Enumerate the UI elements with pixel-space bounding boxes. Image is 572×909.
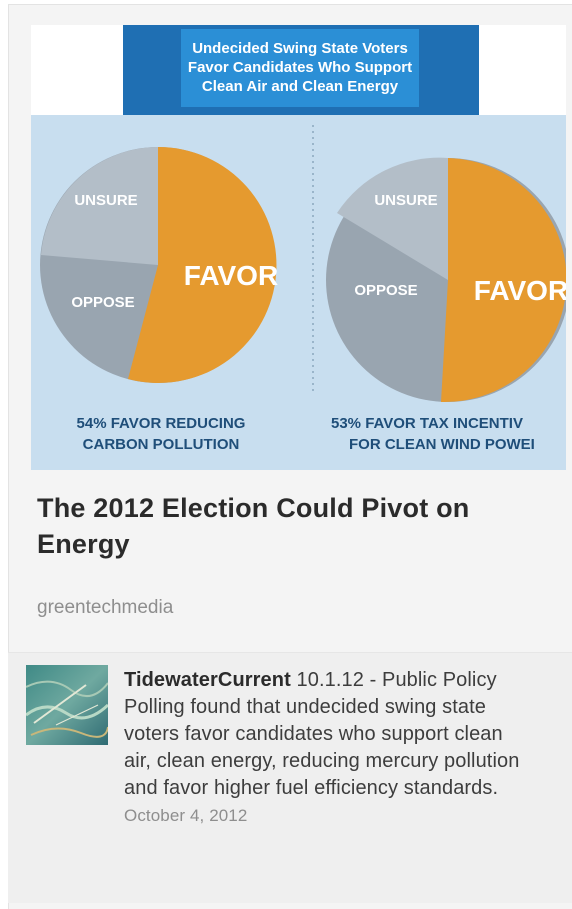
right-pie-oppose-label: OPPOSE [354,282,417,299]
avatar-image [26,665,108,745]
pin-image[interactable]: Undecided Swing State Voters Favor Candi… [31,25,566,470]
left-pie-favor-label: FAVOR [184,260,278,291]
right-pie-unsure [337,157,448,280]
right-pie-favor-label: FAVOR [474,275,566,306]
left-caption-line-1: 54% FAVOR REDUCING [77,415,246,432]
comment-username[interactable]: TidewaterCurrent [124,669,291,691]
pin-source[interactable]: greentechmedia [37,597,174,618]
right-caption-line-1: 53% FAVOR TAX INCENTIV [331,415,523,432]
left-pie-unsure [41,147,158,265]
left-pie-chart: FAVOR UNSURE OPPOSE [40,146,278,383]
banner-line-1: Undecided Swing State Voters [192,40,408,57]
right-pie-unsure-label: UNSURE [374,192,437,209]
avatar[interactable] [26,665,108,745]
left-caption-line-2: CARBON POLLUTION [83,436,240,453]
banner-line-3: Clean Air and Clean Energy [202,78,399,95]
right-caption-line-2: FOR CLEAN WIND POWEI [349,436,535,453]
comment-text: 10.1.12 - Public Policy Polling found th… [124,669,520,799]
pin-title[interactable]: The 2012 Election Could Pivot on Energy [37,493,470,559]
infographic: Undecided Swing State Voters Favor Candi… [31,25,566,470]
banner [181,29,419,107]
right-pie-chart: FAVOR UNSURE OPPOSE [326,157,566,403]
left-pie-oppose-label: OPPOSE [71,294,134,311]
comment-date: October 4, 2012 [124,806,248,825]
banner-line-2: Favor Candidates Who Support [188,59,412,76]
right-pie-favor [441,158,566,403]
comment: TidewaterCurrent 10.1.12 - Public Policy… [124,667,534,830]
comment-box: TidewaterCurrent 10.1.12 - Public Policy… [8,652,572,903]
pin-card: Undecided Swing State Voters Favor Candi… [8,4,572,909]
left-pie-favor [128,146,277,383]
left-pie-unsure-label: UNSURE [74,192,137,209]
